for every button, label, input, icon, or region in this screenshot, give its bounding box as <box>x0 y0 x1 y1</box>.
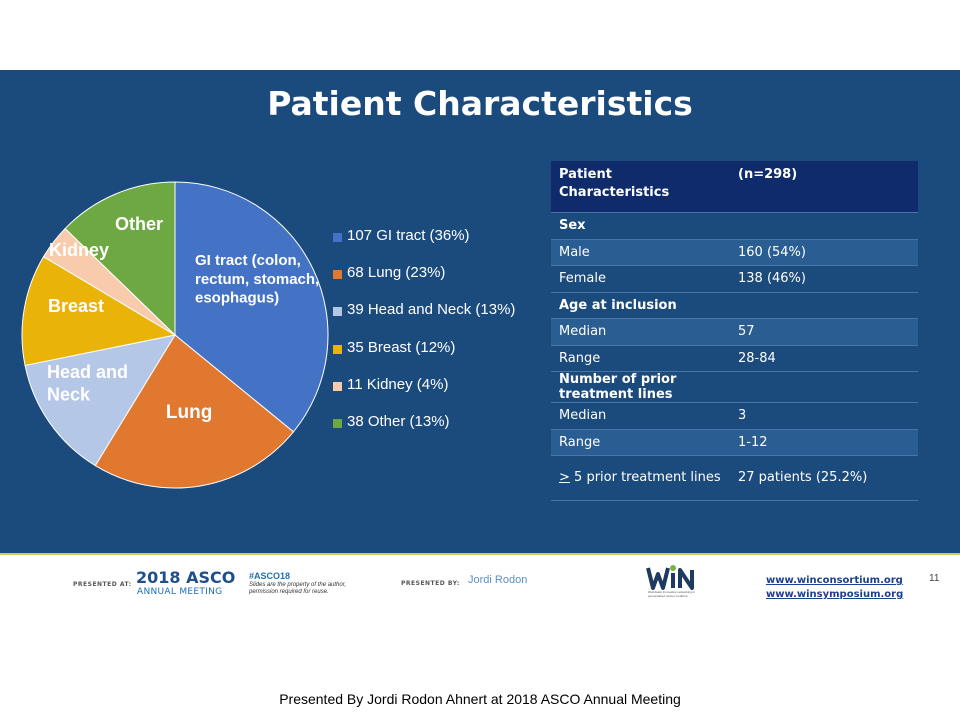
presented-by-label: PRESENTED BY: <box>401 580 460 587</box>
asco-hashtag: #ASCO18 <box>249 571 291 581</box>
slides-property-note: Slides are the property of the author, p… <box>249 582 347 595</box>
pie-slice-label: Other <box>115 214 163 234</box>
section-label: Number of prior treatment lines <box>551 371 730 403</box>
pie-slice <box>21 255 177 367</box>
page-number: 11 <box>929 573 940 584</box>
section-label: Sex <box>551 212 730 239</box>
legend-swatch <box>333 381 342 391</box>
legend-swatch <box>333 270 342 280</box>
legend-label: 38 Other (13%) <box>347 412 450 430</box>
table-row: Median 57 <box>551 318 918 345</box>
legend-item: 11 Kidney (4%) <box>333 375 543 412</box>
row-label-text: 5 prior treatment lines <box>569 470 721 485</box>
pie-slice-label: Lung <box>166 402 212 423</box>
legend-label: 107 GI tract (36%) <box>347 227 470 244</box>
patient-characteristics-table: Patient Characteristics (n=298) Sex Male 1… <box>551 161 918 501</box>
row-value <box>730 212 918 239</box>
legend-item: 107 GI tract (36%) <box>333 226 543 263</box>
greater-equal-symbol: > <box>559 470 570 485</box>
row-value: 57 <box>730 318 918 345</box>
win-logo <box>646 565 694 590</box>
legend-label: 35 Breast (12%) <box>347 338 456 356</box>
table-section-row: Sex <box>551 212 918 239</box>
win-tagline: Worldwide Innovative networking in perso… <box>648 590 695 598</box>
pie-slice <box>64 181 176 337</box>
row-value: 160 (54%) <box>730 238 918 266</box>
pie-slice-label: Breast <box>48 296 104 316</box>
legend-label: 11 Kidney (4%) <box>347 375 449 393</box>
legend-swatch <box>333 418 342 428</box>
presenter-name: Jordi Rodon <box>468 574 528 586</box>
presentation-caption: Presented By Jordi Rodon Ahnert at 2018 … <box>279 691 681 707</box>
table-row: Female 138 (46%) <box>551 265 918 292</box>
row-label: Median <box>551 402 730 429</box>
presented-at-label: PRESENTED AT: <box>73 581 132 588</box>
legend-swatch <box>333 307 342 317</box>
row-label: Median <box>551 318 730 345</box>
legend-swatch <box>333 233 342 242</box>
legend-item: 38 Other (13%) <box>333 412 543 449</box>
pie-slice-label: Kidney <box>49 240 109 260</box>
table-row: > 5 prior treatment lines 27 patients (25… <box>551 455 918 501</box>
row-value: 27 patients (25.2%) <box>730 455 918 501</box>
chart-legend: 107 GI tract (36%) 68 Lung (23%) 39 Head a… <box>333 226 543 449</box>
link-winconsortium[interactable]: www.winconsortium.org <box>766 575 903 586</box>
slide-title: Patient Characteristics <box>267 84 693 123</box>
pie-slice <box>174 181 329 433</box>
slide-divider <box>0 553 960 555</box>
row-value <box>730 291 918 319</box>
link-winsymposium[interactable]: www.winsymposium.org <box>766 589 904 600</box>
pie-chart: GI tract (colon, rectum, stomach, esophagu… <box>21 181 329 489</box>
row-value: 3 <box>730 402 918 429</box>
table-row: Range 28-84 <box>551 344 918 372</box>
table-row: Median 3 <box>551 402 918 429</box>
pie-slice-label: Head and Neck <box>47 362 128 405</box>
legend-item: 68 Lung (23%) <box>333 263 543 300</box>
row-value: 1-12 <box>730 428 918 456</box>
legend-label: 68 Lung (23%) <box>347 264 446 282</box>
table-section-row: Age at inclusion <box>551 291 918 319</box>
legend-item: 35 Breast (12%) <box>333 338 543 375</box>
row-label: > 5 prior treatment lines <box>551 455 730 501</box>
row-label: Female <box>551 265 730 292</box>
asco-logo-text: 2018 ASCO <box>136 568 236 587</box>
pie-slice-label: GI tract (colon, rectum, stomach, esophagu… <box>195 252 319 307</box>
table-row: Male 160 (54%) <box>551 238 918 266</box>
legend-swatch <box>333 344 342 354</box>
row-value: 28-84 <box>730 344 918 372</box>
table-header-n: (n=298) <box>730 161 918 213</box>
pie-slice <box>94 334 295 489</box>
table-row: Range 1-12 <box>551 428 918 456</box>
legend-label: 39 Head and Neck (13%) <box>347 301 516 319</box>
legend-item: 39 Head and Neck (13%) <box>333 300 543 337</box>
row-label: Range <box>551 428 730 456</box>
table-header-characteristics: Patient Characteristics <box>551 161 730 213</box>
pie-slice <box>24 334 177 467</box>
asco-annual-meeting: ANNUAL MEETING <box>137 587 223 597</box>
row-label: Range <box>551 344 730 372</box>
section-label: Age at inclusion <box>551 291 730 319</box>
table-header-row: Patient Characteristics (n=298) <box>551 161 918 213</box>
row-label: Male <box>551 238 730 266</box>
table-section-row: Number of prior treatment lines <box>551 371 918 403</box>
row-value <box>730 371 918 403</box>
row-value: 138 (46%) <box>730 265 918 292</box>
